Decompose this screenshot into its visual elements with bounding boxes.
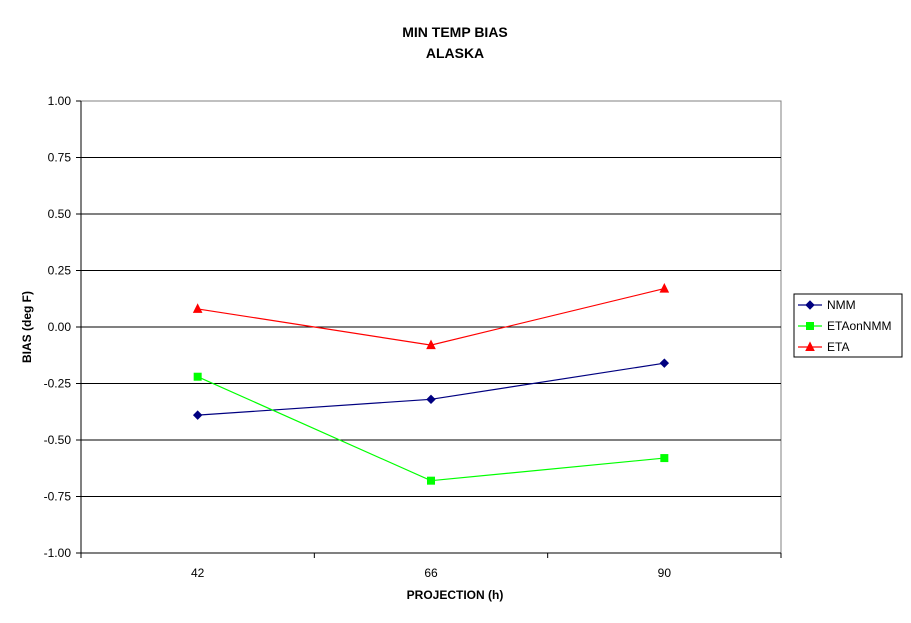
data-point-nmm [426, 394, 436, 405]
legend-marker-nmm [805, 300, 815, 310]
data-point-eta [192, 303, 203, 313]
data-point-eta [426, 339, 436, 350]
x-axis-label: PROJECTION (h) [407, 588, 504, 602]
legend-marker-etaonnmm [806, 322, 814, 330]
legend-label-eta: ETA [827, 340, 849, 354]
legend-label-etaonnmm: ETAonNMM [827, 319, 891, 333]
data-point-etaonnmm [193, 372, 202, 381]
legend-label-nmm: NMM [827, 298, 856, 312]
y-tick-label: 0.75 [48, 151, 72, 165]
y-tick-label: 0.25 [48, 264, 72, 278]
x-tick-label: 42 [191, 566, 205, 580]
x-tick-label: 90 [658, 566, 672, 580]
data-point-eta [659, 282, 670, 293]
y-tick-label: -0.75 [44, 490, 72, 504]
data-point-etaonnmm [427, 476, 435, 485]
y-tick-label: 0.50 [48, 207, 72, 221]
chart-subtitle: ALASKA [426, 45, 484, 61]
y-tick-label: -1.00 [44, 546, 72, 560]
y-tick-label: 0.00 [48, 320, 72, 334]
y-axis-ticks: 1.00 0.75 0.50 0.25 0.00 -0.25 -0.50 -0.75 -1.00 [44, 94, 781, 560]
legend: NMM ETAonNMM ETA [793, 293, 903, 358]
y-tick-label: -0.50 [44, 433, 72, 447]
gridlines [81, 157, 781, 497]
data-point-nmm [659, 358, 670, 368]
data-point-nmm [192, 410, 203, 420]
y-tick-label: -0.25 [44, 377, 72, 391]
y-tick-label: 1.00 [48, 94, 72, 108]
series-group [192, 282, 670, 485]
legend-marker-eta [805, 341, 815, 351]
data-point-etaonnmm [660, 454, 669, 463]
y-axis-label: BIAS (deg F) [20, 291, 34, 363]
x-tick-label: 66 [424, 566, 438, 580]
chart-title: MIN TEMP BIAS [402, 24, 508, 40]
x-axis-ticks: 42 66 90 [80, 553, 782, 580]
